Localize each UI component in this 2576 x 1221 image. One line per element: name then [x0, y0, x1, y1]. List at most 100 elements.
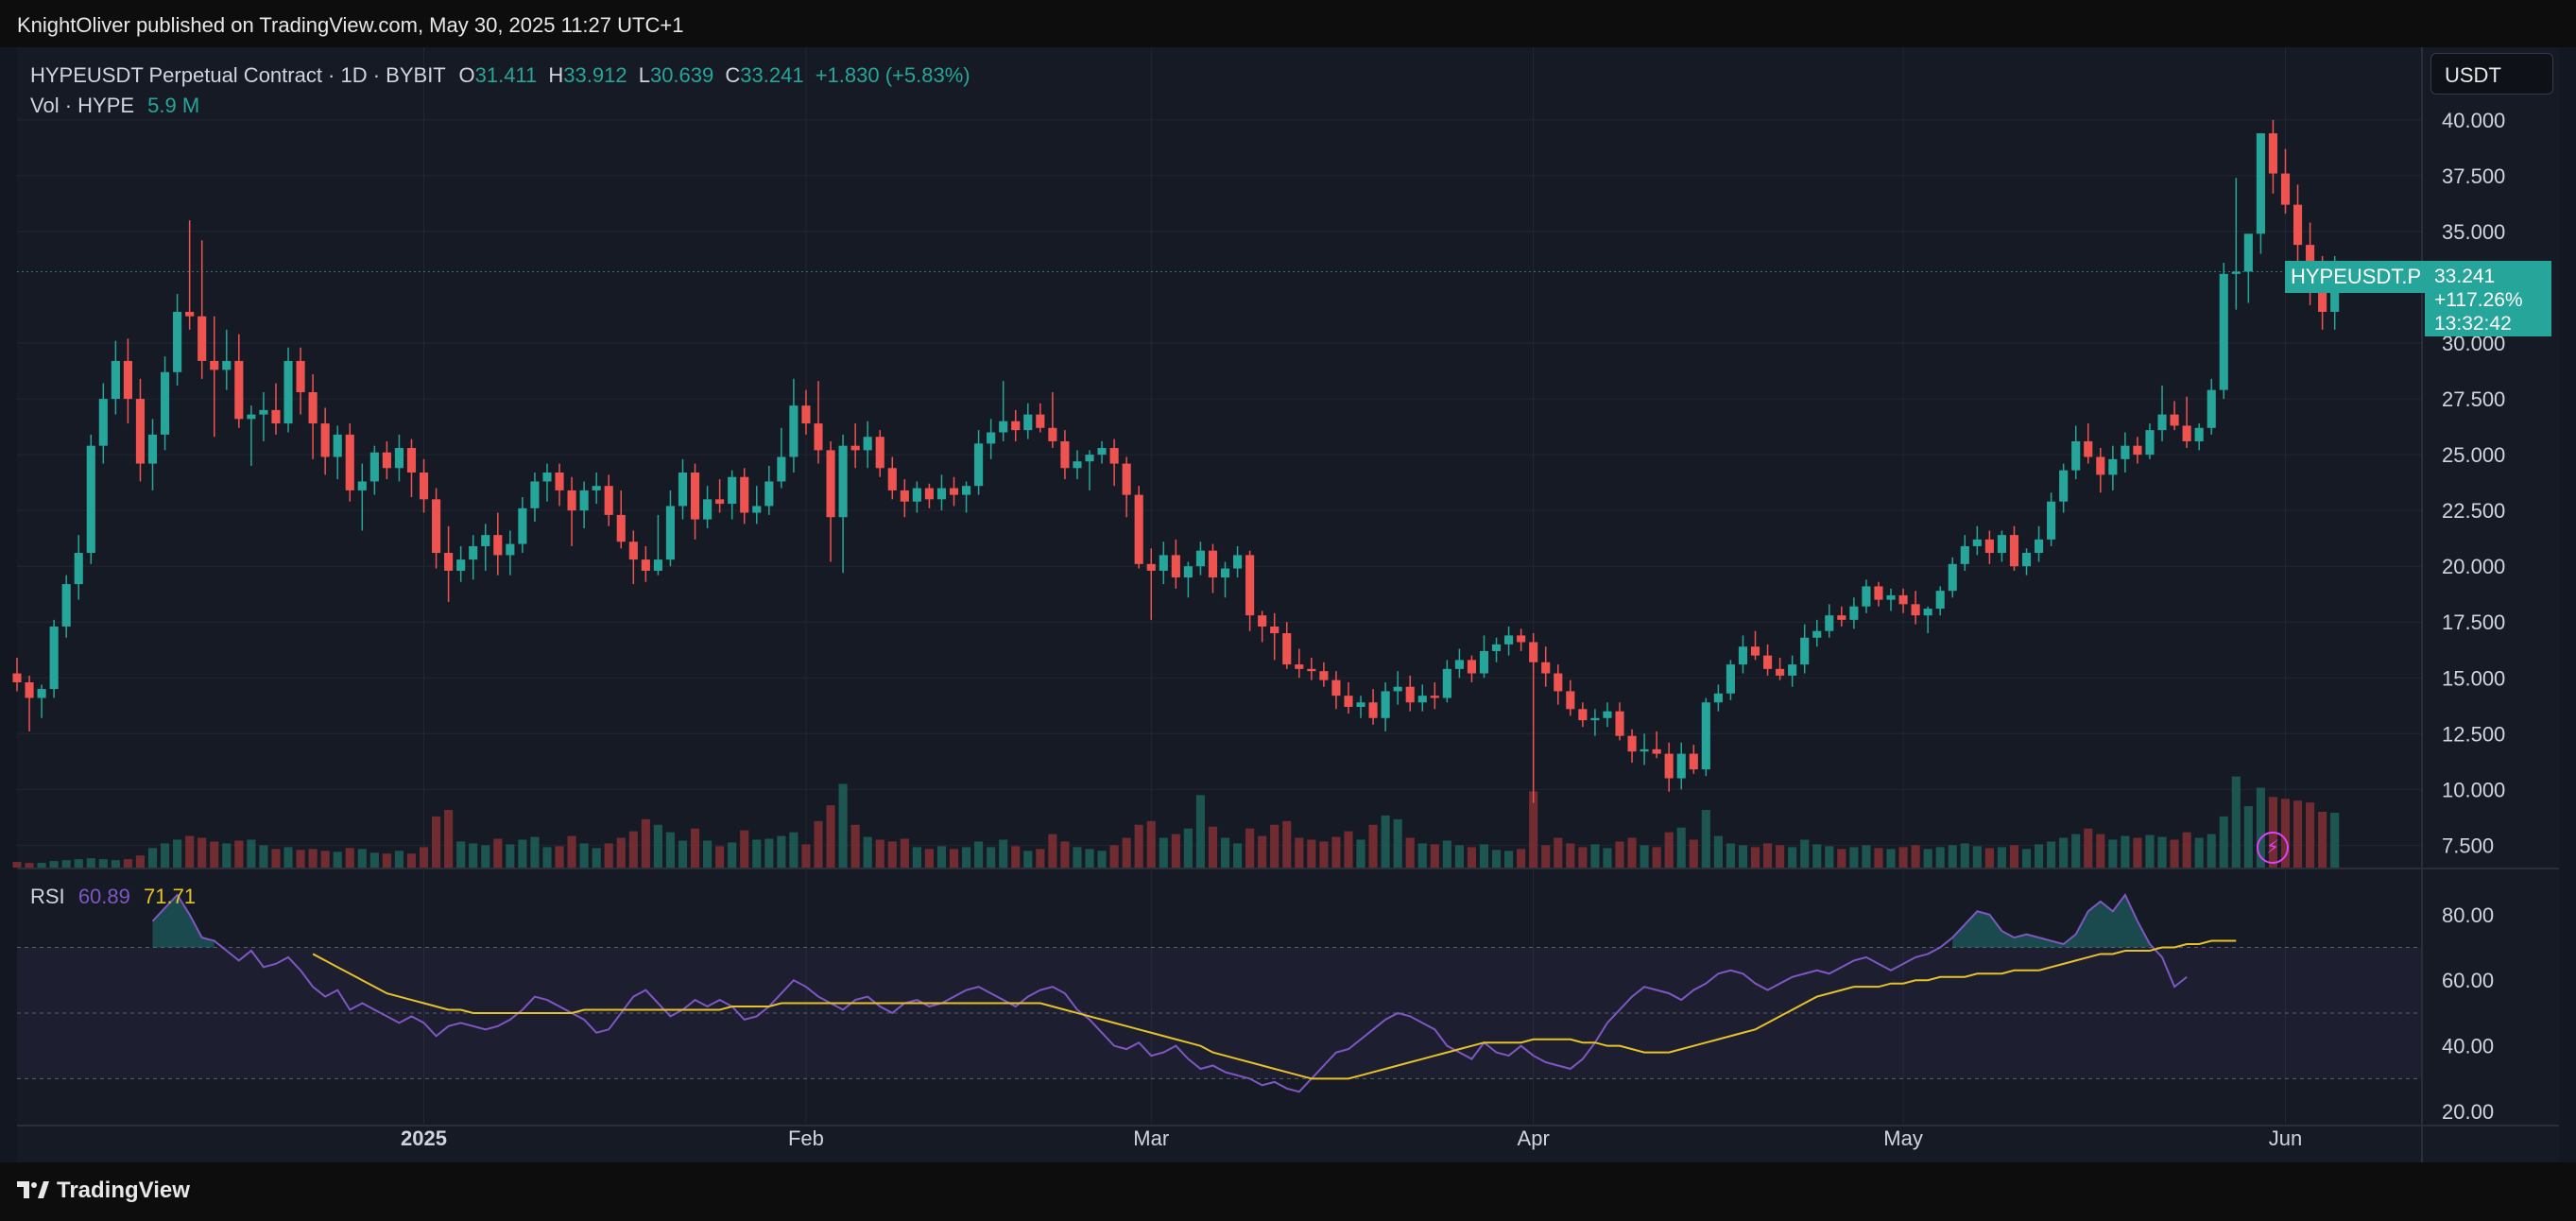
candlesticks — [12, 119, 2340, 803]
candle-body — [1664, 753, 1674, 779]
volume-bar — [863, 836, 872, 868]
lightning-alert-icon[interactable]: ⚡ — [2257, 832, 2289, 864]
volume-bar — [1381, 815, 1390, 868]
volume-bar — [1997, 847, 2006, 868]
candle-body — [555, 473, 564, 490]
time-tick-label: Apr — [1518, 1126, 1550, 1150]
candle-body — [506, 543, 515, 556]
volume-bar — [2047, 841, 2056, 868]
volume-bar — [1270, 824, 1279, 868]
candle-body — [703, 499, 713, 520]
symbol-price-label: HYPEUSDT.P — [2285, 261, 2428, 293]
volume-bar — [2035, 844, 2044, 868]
candle-body — [936, 488, 947, 500]
candle-body — [1085, 455, 1094, 462]
candle-body — [2182, 425, 2191, 441]
volume-bar — [1590, 844, 1600, 868]
volume-bar — [752, 839, 762, 868]
time-tick-label: Feb — [788, 1126, 824, 1150]
low-value: 30.639 — [649, 63, 714, 87]
volume-bar — [604, 843, 613, 868]
rsi-legend: RSI 60.89 71.71 — [30, 885, 196, 909]
high-value: 33.912 — [563, 63, 627, 87]
volume-bar — [628, 831, 638, 868]
candle-body — [777, 456, 786, 482]
candle-body — [469, 545, 478, 560]
candle-body — [1405, 686, 1415, 703]
volume-bar — [2293, 800, 2303, 868]
volume-bar — [814, 820, 823, 868]
candle-body — [1417, 696, 1427, 703]
volume-bar — [369, 852, 379, 868]
candle-body — [2145, 430, 2155, 456]
volume-bar — [2009, 845, 2019, 868]
chart-frame[interactable] — [17, 47, 2559, 1162]
time-scale-divider — [17, 1125, 2559, 1126]
candle-body — [49, 626, 59, 690]
candle-body — [1898, 594, 1908, 605]
volume-label[interactable]: Vol · HYPE — [30, 94, 135, 117]
volume-bar — [173, 839, 182, 868]
candle-body — [1541, 662, 1551, 674]
candle-body — [2157, 414, 2167, 431]
symbol-description[interactable]: HYPEUSDT Perpetual Contract · 1D · BYBIT — [30, 63, 446, 87]
candle-body — [999, 421, 1008, 433]
candle-body — [1258, 615, 1267, 627]
candle-body — [1529, 642, 1538, 662]
candle-body — [1467, 660, 1477, 674]
volume-value: 5.9 M — [147, 94, 200, 117]
candle-body — [1368, 702, 1378, 718]
volume-bar — [2231, 776, 2241, 868]
candle-body — [1307, 668, 1316, 672]
volume-bar — [247, 839, 256, 868]
volume-bar — [406, 853, 417, 868]
volume-bar — [1874, 848, 1883, 868]
volume-bar — [444, 810, 454, 868]
volume-bar — [283, 847, 293, 868]
legend-row-volume: Vol · HYPE 5.9 M — [30, 91, 970, 121]
volume-bar — [1750, 847, 1760, 868]
candle-body — [740, 476, 749, 513]
volume-bar — [1036, 849, 1045, 868]
volume-bar — [579, 843, 589, 868]
candle-body — [924, 488, 934, 500]
bar-countdown: 13:32:42 — [2434, 313, 2512, 335]
candle-body — [1344, 696, 1353, 707]
volume-bar — [542, 847, 552, 868]
price-tick-label: 25.000 — [2442, 443, 2505, 467]
candle-body — [1146, 563, 1156, 571]
volume-bar — [2133, 837, 2142, 868]
volume-bar — [1603, 848, 1612, 868]
candle-body — [320, 423, 330, 457]
volume-bar — [2207, 834, 2216, 868]
candle-body — [1640, 748, 1649, 752]
volume-bar — [850, 824, 860, 868]
volume-bar — [2280, 799, 2291, 868]
candle-body — [1331, 679, 1341, 696]
candle-body — [2318, 284, 2327, 312]
candle-body — [296, 360, 305, 392]
volume-bar — [2096, 834, 2105, 868]
volume-bar — [838, 783, 848, 868]
candle-body — [665, 506, 676, 560]
candle-body — [1479, 650, 1489, 674]
volume-bar — [1134, 824, 1143, 868]
candle-body — [2207, 389, 2216, 428]
volume-bar — [61, 860, 71, 868]
rsi-label[interactable]: RSI — [30, 885, 65, 908]
candle-body — [369, 452, 379, 482]
candle-body — [74, 553, 83, 585]
candle-body — [1554, 673, 1563, 692]
currency-button[interactable]: USDT — [2430, 53, 2553, 95]
candle-body — [25, 681, 34, 698]
candle-body — [604, 486, 613, 515]
candle-body — [98, 399, 108, 446]
candle-body — [1195, 550, 1205, 567]
panel-divider — [17, 868, 2559, 869]
volume-bar — [1948, 845, 1957, 868]
volume-bar — [1627, 837, 1637, 868]
candle-body — [1849, 606, 1859, 620]
candle-body — [887, 468, 897, 490]
brand[interactable]: TradingView — [17, 1178, 190, 1204]
